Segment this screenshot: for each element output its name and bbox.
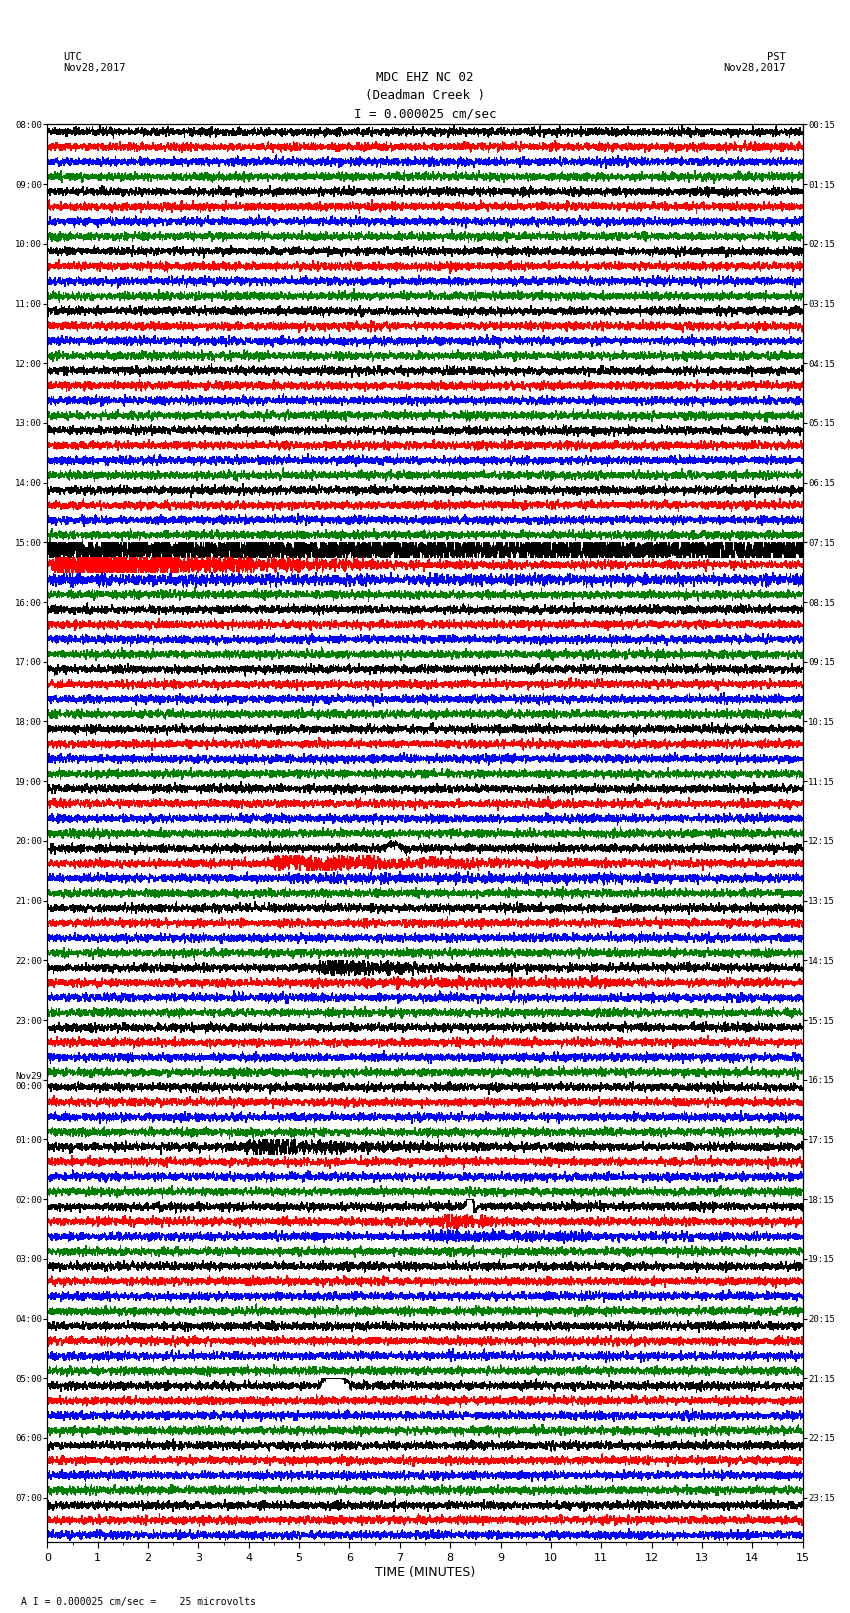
Text: A I = 0.000025 cm/sec =    25 microvolts: A I = 0.000025 cm/sec = 25 microvolts <box>21 1597 256 1607</box>
X-axis label: TIME (MINUTES): TIME (MINUTES) <box>375 1566 475 1579</box>
Title: MDC EHZ NC 02
(Deadman Creek )
I = 0.000025 cm/sec: MDC EHZ NC 02 (Deadman Creek ) I = 0.000… <box>354 71 496 121</box>
Text: UTC
Nov28,2017: UTC Nov28,2017 <box>64 52 127 73</box>
Text: PST
Nov28,2017: PST Nov28,2017 <box>723 52 786 73</box>
